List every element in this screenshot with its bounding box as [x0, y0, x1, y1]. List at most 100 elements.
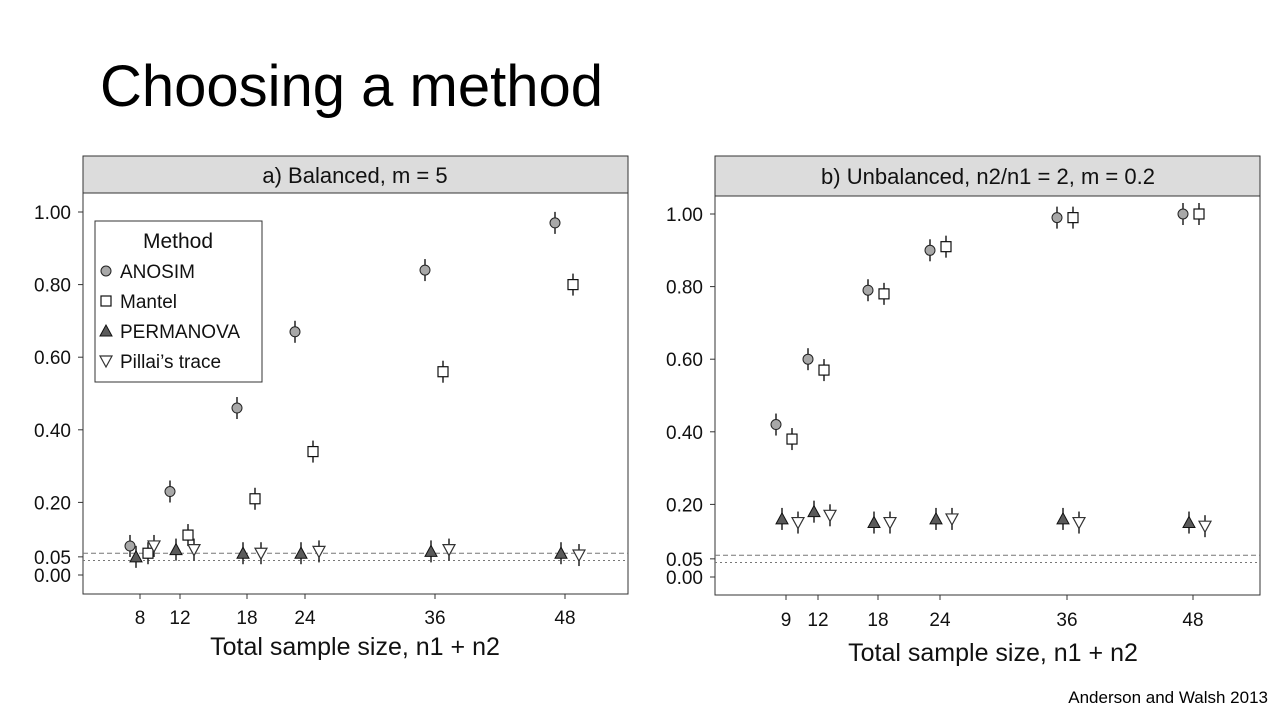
panel-a-point-square [567, 279, 579, 291]
slide-title: Choosing a method [100, 54, 603, 119]
panel-a-point-circle [164, 486, 176, 498]
legend-marker-square [100, 295, 112, 307]
panel-b-point-square [1193, 208, 1205, 220]
panel-b-y-tick-label: 0.80 [666, 278, 703, 299]
legend-marker-circle [100, 265, 112, 277]
panel-a-y-ticks: 0.000.05 0.20 0.40 0.60 0.80 1.00 [34, 203, 83, 587]
panel-b-point-square [1067, 212, 1079, 224]
panel-a-x-tick-label: 24 [294, 608, 316, 629]
panel-a-point-triangle-up [424, 544, 438, 557]
panel-a-point-triangle-up [294, 546, 308, 559]
legend-title: Method [143, 230, 213, 253]
panel-a-point-triangle-up [129, 549, 143, 563]
panel-a-point-square [142, 547, 154, 559]
panel-a-points [124, 211, 587, 568]
panel-a-point-square [307, 445, 319, 458]
panel-b-point-triangle-down [1197, 520, 1213, 534]
panel-a-y-tick-label: 0.80 [34, 276, 71, 297]
panel-a-plot-frame [82, 192, 629, 595]
panel-a-x-tick-label: 18 [236, 608, 257, 629]
legend-entry-label: ANOSIM [120, 262, 195, 283]
panel-b-point-circle [862, 284, 874, 296]
panel-b-x-tick-label: 24 [929, 610, 951, 631]
panel-a-point-circle [289, 326, 301, 338]
panel-b-point-circle [802, 353, 814, 365]
panel-a-point-triangle-down [441, 543, 457, 557]
panel-b-point-circle [1177, 208, 1189, 220]
panel-a-x-tick-label: 12 [169, 608, 190, 629]
panel-a-point-triangle-down [311, 545, 327, 559]
panel-b-title: b) Unbalanced, n2/n1 = 2, m = 0.2 [821, 164, 1155, 189]
panel-a-point-circle [124, 540, 136, 552]
panel-b-point-triangle-up [807, 504, 821, 518]
panel-a-y-tick-label: 0.20 [34, 493, 71, 514]
panel-a-x-axis-title: Total sample size, n1 + n2 [210, 633, 500, 661]
panel-a-header-strip [82, 155, 629, 194]
panel-a-y-tick-label: 1.00 [34, 203, 71, 224]
legend-entry-label: PERMANOVA [120, 322, 240, 343]
panel-a-title: a) Balanced, m = 5 [262, 163, 447, 188]
panel-a-y-tick-label: 0.00 [34, 566, 71, 587]
citation: Anderson and Walsh 2013 [1068, 688, 1268, 707]
panel-b-point-triangle-down [944, 513, 960, 527]
panel-a-point-circle [549, 217, 561, 229]
panel-a-x-tick-label: 8 [135, 608, 146, 629]
panel-b-x-tick-label: 12 [807, 610, 828, 631]
panel-a-point-triangle-down [253, 547, 269, 561]
panel-a-point-circle [231, 402, 243, 414]
panel-a-reference-lines [83, 552, 628, 561]
panel-b-x-tick-label: 48 [1182, 610, 1203, 631]
panel-a-point-triangle-up [169, 542, 183, 556]
legend-entries: ANOSIM Mantel PERMANOVA Pillai’s trace [98, 262, 240, 373]
panel-a-y-tick-label: 0.60 [34, 348, 71, 369]
panel-b-point-triangle-up [867, 515, 881, 529]
panel-a-point-square [437, 366, 449, 378]
panel-a-point-triangle-up [236, 546, 250, 559]
panel-a-x-ticks: 8 12 18 24 36 48 [135, 594, 576, 629]
legend-marker-triangle-up [99, 323, 113, 337]
panel-b-x-ticks: 9 12 18 24 36 48 [781, 595, 1204, 631]
panel-b-point-triangle-down [790, 516, 806, 530]
panel-b-point-square [940, 241, 952, 253]
panel-b-point-square [878, 288, 890, 300]
panel-b-point-triangle-up [929, 511, 943, 525]
legend-entry-label: Mantel [120, 292, 177, 313]
panel-a-point-circle [419, 264, 431, 276]
panel-b-point-triangle-up [1056, 511, 1070, 525]
panel-b-point-triangle-up [1182, 515, 1196, 529]
panel-b-y-tick-label: 0.20 [666, 495, 703, 516]
chart-canvas: a) Balanced, m = 5 0.000.050.200.400.600… [34, 155, 1261, 667]
panel-b-y-tick-label: 0.00 [666, 568, 703, 589]
panel-b-reference-lines [715, 554, 1260, 563]
panel-b-y-tick-label: 0.40 [666, 423, 703, 444]
panel-a-point-square [182, 529, 194, 541]
panel-b-point-circle [1051, 212, 1063, 224]
panel-a-point-square [249, 493, 261, 505]
panel-a-point-triangle-down [571, 549, 587, 563]
panel-a-point-triangle-down [146, 540, 162, 554]
panel-a-x-tick-label: 48 [554, 608, 575, 629]
panel-b-plot-frame [714, 195, 1261, 596]
panel-b-point-triangle-down [822, 509, 838, 523]
panel-a-y-tick-label: 0.40 [34, 421, 71, 442]
legend-entry-label: Pillai’s trace [120, 352, 221, 373]
panel-a: a) Balanced, m = 5 0.000.050.200.400.600… [34, 155, 629, 661]
panel-b-x-tick-label: 18 [867, 610, 888, 631]
panel-a-x-tick-label: 36 [424, 608, 445, 629]
panel-b-point-triangle-up [775, 511, 789, 525]
panel-b-point-square [818, 364, 830, 376]
panel-b-x-tick-label: 36 [1056, 610, 1077, 631]
panel-b-y-ticks: 0.000.05 0.20 0.40 0.60 0.80 1.00 [666, 205, 715, 589]
legend-box [94, 220, 263, 383]
panel-b-point-square [786, 433, 798, 445]
legend: Method ANOSIM Mantel PERMANOVA Pillai’s tra… [94, 220, 263, 383]
panel-b-points [770, 203, 1213, 538]
panel-a-point-triangle-up [554, 546, 568, 559]
panel-b-y-tick-label: 1.00 [666, 205, 703, 226]
panel-b-point-circle [924, 244, 936, 256]
panel-b: b) Unbalanced, n2/n1 = 2, m = 0.2 0.00 0.… [666, 155, 1261, 667]
panel-b-x-tick-label: 9 [781, 610, 792, 631]
panel-a-y-tick-label: 0.05 [34, 548, 71, 569]
panel-b-x-axis-title: Total sample size, n1 + n2 [848, 639, 1138, 667]
panel-b-y-tick-label: 0.60 [666, 350, 703, 371]
